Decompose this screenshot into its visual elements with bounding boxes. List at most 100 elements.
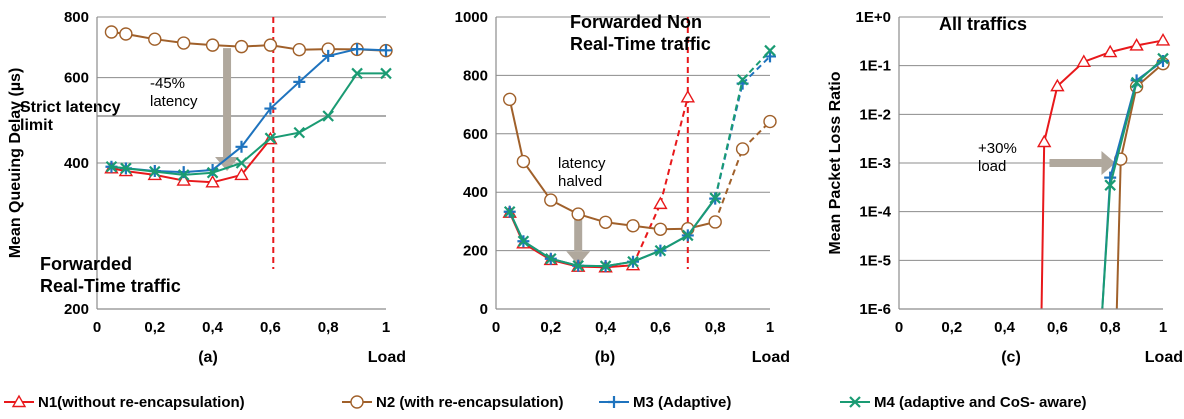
legend-entry: M3 (Adaptive) bbox=[599, 394, 731, 411]
x-axis-label: Load bbox=[368, 349, 406, 366]
y-tick-label: 1E+0 bbox=[856, 9, 891, 26]
series-segment bbox=[550, 257, 579, 267]
data-point bbox=[708, 215, 722, 229]
data-point bbox=[1130, 76, 1143, 89]
series-segment bbox=[1119, 86, 1138, 160]
series-segment bbox=[1115, 159, 1122, 310]
x-tick-label: 1 bbox=[382, 319, 390, 336]
y-axis-label: Mean Queuing Delay (µs) bbox=[7, 68, 24, 259]
series-4 bbox=[1101, 52, 1169, 310]
data-point bbox=[764, 50, 776, 63]
data-point bbox=[735, 142, 750, 156]
data-point bbox=[104, 25, 119, 39]
data-point bbox=[503, 205, 516, 218]
series-1 bbox=[1036, 33, 1171, 310]
series-4 bbox=[503, 44, 776, 272]
legend-marker bbox=[11, 394, 27, 408]
legend-entry: N1(without re-encapsulation) bbox=[4, 394, 245, 411]
y-tick-label: 400 bbox=[64, 155, 89, 172]
data-point bbox=[627, 255, 639, 268]
series-2 bbox=[104, 25, 393, 58]
x-tick-label: 0,8 bbox=[318, 319, 339, 336]
data-point bbox=[322, 110, 334, 122]
annotation-text: -45% latency bbox=[150, 75, 198, 110]
data-point bbox=[351, 43, 364, 56]
legend-label: N2 (with re-encapsulation) bbox=[376, 394, 564, 411]
data-point bbox=[292, 42, 306, 57]
legend-label: N1(without re-encapsulation) bbox=[38, 394, 245, 411]
data-point bbox=[1102, 44, 1118, 58]
legend-marker bbox=[350, 395, 364, 409]
y-tick-label: 600 bbox=[463, 126, 488, 143]
data-point bbox=[654, 244, 667, 257]
data-point bbox=[763, 114, 777, 129]
panel-3: 1E-6 1E-5 1E-4 1E-3 1E-2 1E-1 1E+0 0 0,2 0,4 0,6 0,… bbox=[827, 9, 1183, 366]
data-point bbox=[176, 173, 191, 186]
data-point bbox=[544, 193, 558, 207]
series-segment bbox=[125, 167, 155, 173]
x-tick-label: 0,2 bbox=[540, 319, 561, 336]
data-point bbox=[1104, 179, 1116, 191]
data-point bbox=[572, 260, 584, 272]
data-point bbox=[764, 44, 776, 57]
data-point bbox=[516, 154, 531, 169]
series-segment bbox=[298, 115, 329, 134]
data-point bbox=[1157, 52, 1169, 65]
data-point bbox=[1155, 33, 1171, 46]
y-tick-label: 1E-2 bbox=[859, 106, 891, 123]
series-segment bbox=[605, 260, 634, 268]
data-point bbox=[119, 27, 133, 41]
data-point bbox=[322, 49, 335, 62]
series-segment bbox=[327, 72, 358, 117]
panel-title: Forwarded Non Real-Time traffic bbox=[570, 12, 711, 54]
series-2 bbox=[1114, 56, 1170, 310]
data-point bbox=[235, 157, 248, 169]
x-axis-label: Load bbox=[1145, 349, 1183, 366]
legend-label: M4 (adaptive and CoS- aware) bbox=[874, 394, 1087, 411]
series-segment bbox=[714, 148, 744, 223]
series-2 bbox=[503, 92, 777, 236]
data-point bbox=[380, 44, 392, 57]
data-point bbox=[503, 92, 517, 107]
data-point bbox=[1050, 78, 1065, 92]
data-point bbox=[517, 235, 530, 248]
y-axis-label: Mean Packet Loss Ratio bbox=[827, 71, 844, 254]
legend-marker bbox=[608, 396, 620, 408]
annotation-arrowhead bbox=[566, 251, 591, 266]
data-point bbox=[235, 140, 248, 153]
data-point bbox=[264, 132, 277, 144]
x-tick-label: 0,6 bbox=[1047, 319, 1068, 336]
x-tick-label: 0,4 bbox=[994, 319, 1016, 336]
series-segment bbox=[1109, 82, 1138, 186]
data-point bbox=[1076, 54, 1092, 68]
data-point bbox=[599, 260, 612, 272]
series-segment bbox=[508, 211, 525, 242]
y-tick-label: 200 bbox=[463, 243, 488, 260]
data-point bbox=[545, 252, 557, 265]
legend-entry: M4 (adaptive and CoS- aware) bbox=[840, 394, 1087, 411]
data-point bbox=[206, 166, 219, 179]
data-point bbox=[234, 39, 249, 54]
data-point bbox=[176, 36, 191, 50]
series-segment bbox=[211, 146, 243, 171]
series-segment bbox=[1101, 185, 1112, 310]
series-segment bbox=[741, 55, 771, 85]
series-segment bbox=[522, 160, 552, 201]
series-segment bbox=[212, 162, 242, 174]
data-point bbox=[148, 32, 162, 46]
panel-2: 0 200 400 600 800 1000 0 0,2 0,4 0,6 0,8 1 latency ha… bbox=[455, 9, 790, 366]
x-tick-label: 0,8 bbox=[705, 319, 726, 336]
data-point bbox=[653, 196, 668, 210]
data-point bbox=[571, 207, 585, 221]
y-tick-label: 600 bbox=[64, 70, 89, 87]
series-segment bbox=[632, 249, 661, 263]
data-point bbox=[205, 38, 220, 52]
data-point bbox=[149, 165, 161, 178]
x-tick-label: 0 bbox=[492, 319, 500, 336]
y-tick-label: 1E-6 bbox=[859, 301, 891, 318]
data-point bbox=[293, 126, 306, 139]
data-point bbox=[598, 215, 613, 229]
series-segment bbox=[183, 179, 213, 184]
data-point bbox=[105, 160, 118, 173]
